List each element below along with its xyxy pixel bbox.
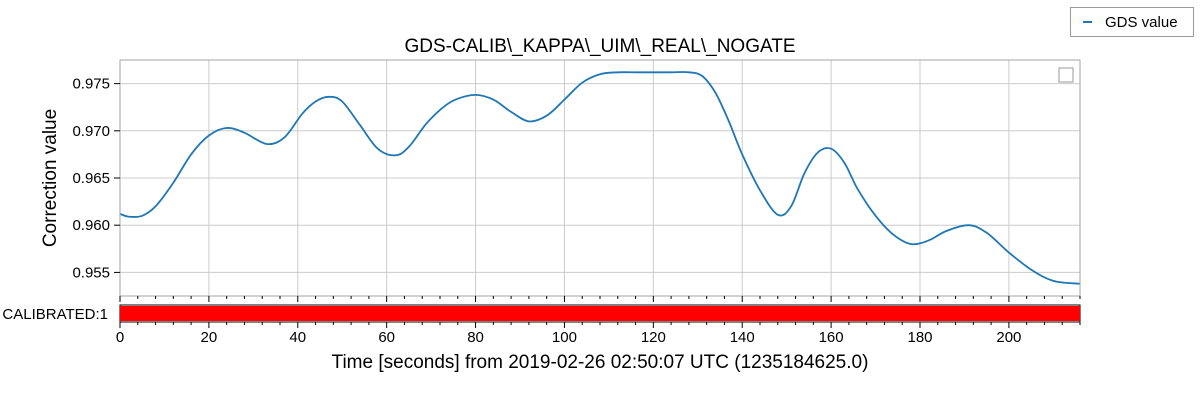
chart-title: GDS-CALIB\_KAPPA\_UIM\_REAL\_NOGATE [404,36,795,57]
x-tick-label: 180 [907,329,932,346]
x-tick-label: 100 [552,329,577,346]
y-tick-label: 0.965 [72,170,110,187]
empty-legend-box [1058,67,1074,83]
y-tick-label: 0.970 [72,123,110,140]
x-tick-label: 0 [116,329,124,346]
legend-label-gds-value: GDS value [1105,13,1178,31]
state-bar-label: CALIBRATED:1 [2,306,108,323]
legend: GDS value [1070,7,1194,37]
y-tick-label: 0.975 [72,76,110,93]
y-tick-label: 0.955 [72,264,110,281]
x-tick-labels: 0 20 40 60 80 100 120 140 160 180 200 [116,329,1022,346]
state-segment [120,306,1080,321]
state-bar [119,304,1081,323]
x-tick-label: 40 [289,329,306,346]
y-axis-ticks: 0.955 0.960 0.965 0.970 0.975 [72,76,120,281]
x-tick-label: 20 [201,329,218,346]
x-tick-label: 200 [996,329,1021,346]
y-tick-label: 0.960 [72,217,110,234]
x-tick-label: 80 [467,329,484,346]
series-layer [119,71,1081,285]
x-tick-label: 120 [641,329,666,346]
x-tick-label: 60 [378,329,395,346]
x-tick-label: 160 [819,329,844,346]
x-tick-label: 140 [730,329,755,346]
series-line-gds-value [119,71,1081,285]
legend-line-swatch [1083,21,1092,23]
x-axis-label: Time [seconds] from 2019-02-26 02:50:07 … [332,352,869,373]
y-axis-label: Correction value [40,109,61,247]
grid-lines [120,60,1080,296]
